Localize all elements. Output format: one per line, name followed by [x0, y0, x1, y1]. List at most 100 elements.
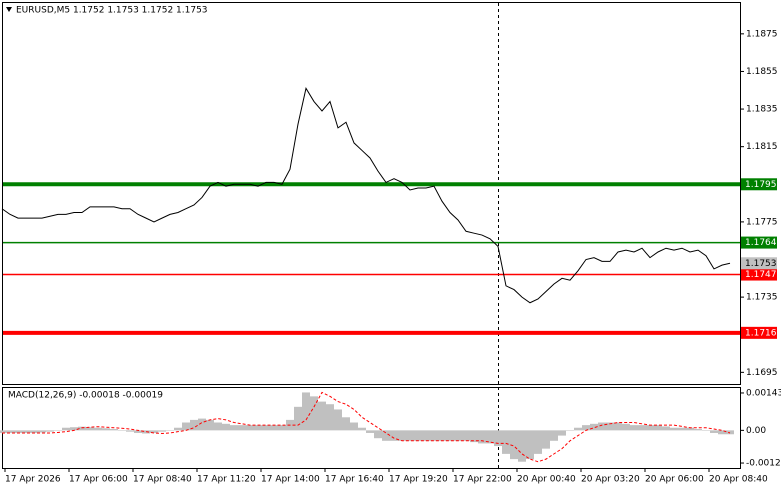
- macd-bar: [158, 430, 166, 432]
- macd-bar: [174, 427, 182, 431]
- x-tick-label: 17 Apr 16:40: [325, 475, 384, 485]
- macd-bar: [254, 425, 262, 431]
- macd-bar: [550, 430, 558, 441]
- y-tick-label: 1.1835: [746, 105, 778, 115]
- macd-bar: [366, 430, 374, 433]
- macd-bar: [374, 430, 382, 439]
- macd-bar: [606, 422, 614, 431]
- level-label-bg: [741, 268, 777, 281]
- y-tick-label: 0.00: [746, 426, 766, 436]
- last-price-bg: [741, 257, 777, 270]
- macd-bar: [46, 430, 54, 432]
- macd-bar: [70, 427, 78, 431]
- level-label: 1.1716: [745, 328, 777, 338]
- macd-bar: [38, 430, 46, 433]
- macd-bar: [334, 409, 342, 431]
- macd-bar: [0, 430, 6, 433]
- macd-bar: [166, 430, 174, 431]
- macd-bar: [630, 425, 638, 431]
- x-tick-label: 20 Apr 06:00: [645, 475, 704, 485]
- macd-pane: [2, 387, 741, 469]
- macd-bar: [190, 419, 198, 431]
- y-tick-label: -0.00125: [746, 459, 781, 469]
- macd-bar: [534, 430, 542, 454]
- macd-bar: [686, 427, 694, 431]
- macd-bar: [478, 430, 486, 444]
- y-tick-label: 0.00143: [746, 388, 781, 398]
- macd-bar: [30, 430, 38, 433]
- macd-bar: [694, 429, 702, 431]
- dropdown-icon[interactable]: [6, 7, 12, 12]
- macd-bar: [470, 430, 478, 443]
- macd-bar: [302, 392, 310, 431]
- last-price-label: 1.1753: [745, 259, 777, 269]
- macd-bar: [638, 425, 646, 431]
- price-line: [1, 87, 731, 304]
- price-title: EURUSD,M5 1.1752 1.1753 1.1752 1.1753: [16, 6, 208, 16]
- macd-bar: [582, 425, 590, 431]
- macd-bar: [294, 406, 302, 431]
- macd-bar: [102, 428, 110, 431]
- macd-bar: [14, 430, 22, 433]
- macd-bar: [710, 430, 718, 433]
- macd-bar: [382, 430, 390, 441]
- level-label: 1.1795: [745, 180, 777, 190]
- macd-bar: [182, 422, 190, 431]
- macd-bar: [22, 430, 30, 433]
- macd-bar: [670, 427, 678, 431]
- level-label-bg: [741, 236, 777, 249]
- macd-bar: [318, 401, 326, 431]
- macd-bar: [446, 430, 454, 441]
- y-tick-label: 1.1775: [746, 217, 778, 227]
- macd-bar: [262, 425, 270, 431]
- macd-bar: [566, 430, 574, 431]
- macd-bar: [358, 427, 366, 431]
- macd-bar: [390, 430, 398, 441]
- macd-bar: [54, 430, 62, 431]
- macd-bar: [230, 425, 238, 431]
- macd-bar: [462, 430, 470, 441]
- macd-bar: [310, 396, 318, 431]
- macd-bar: [86, 427, 94, 431]
- macd-bar: [646, 425, 654, 431]
- macd-bar: [438, 430, 446, 441]
- x-tick-label: 20 Apr 00:40: [517, 475, 576, 485]
- macd-bar: [422, 430, 430, 441]
- macd-bar: [406, 430, 414, 441]
- macd-bar: [654, 425, 662, 431]
- macd-bar: [622, 423, 630, 431]
- macd-bar: [246, 425, 254, 431]
- macd-bar: [150, 430, 158, 433]
- macd-bar: [662, 426, 670, 431]
- macd-bar: [206, 419, 214, 431]
- macd-bar: [222, 423, 230, 431]
- macd-bar: [134, 430, 142, 433]
- signal-line: [2, 391, 731, 463]
- y-tick-label: 1.1735: [746, 293, 778, 303]
- macd-bar: [326, 404, 334, 431]
- macd-bar: [62, 427, 70, 431]
- macd-bar: [494, 430, 502, 447]
- x-tick-label: 20 Apr 08:40: [709, 475, 768, 485]
- x-tick-label: 17 Apr 06:00: [69, 475, 128, 485]
- macd-bar: [142, 430, 150, 434]
- macd-bar: [558, 430, 566, 436]
- macd-bar: [614, 422, 622, 431]
- macd-bar: [78, 426, 86, 431]
- macd-bar: [350, 422, 358, 431]
- macd-bar: [6, 430, 14, 433]
- macd-bar: [278, 425, 286, 431]
- macd-bar: [726, 430, 734, 435]
- macd-bar: [270, 425, 278, 431]
- macd-bar: [94, 427, 102, 431]
- level-label-bg: [741, 178, 777, 191]
- y-tick-label: 1.1695: [746, 368, 778, 378]
- y-tick-label: 1.1815: [746, 142, 778, 152]
- x-tick-label: 17 Apr 11:20: [197, 475, 256, 485]
- level-label: 1.1764: [745, 238, 777, 248]
- macd-bar: [486, 430, 494, 444]
- macd-bar: [702, 430, 710, 431]
- macd-bar: [502, 430, 510, 454]
- macd-bar: [526, 430, 534, 460]
